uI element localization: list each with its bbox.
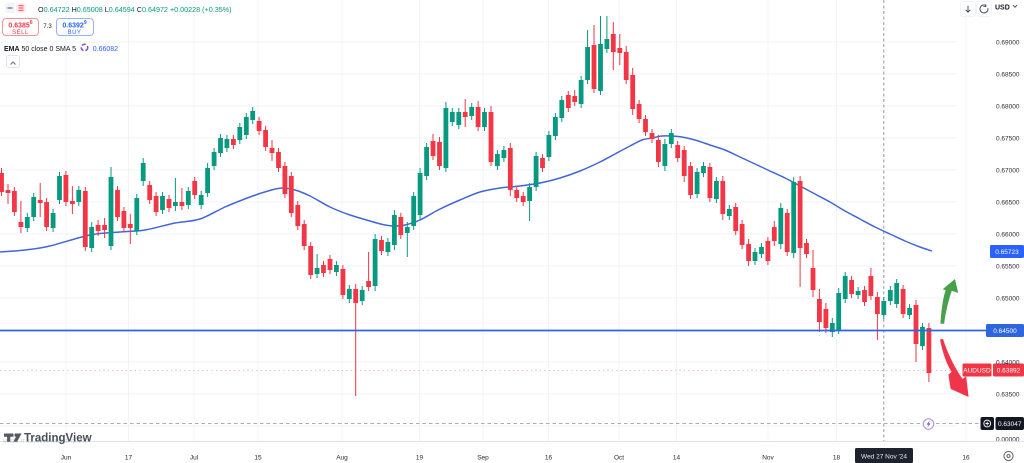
svg-text:14: 14 [673,455,681,462]
svg-text:0.63892: 0.63892 [997,368,1021,375]
svg-text:0.64500: 0.64500 [993,328,1017,335]
svg-text:16: 16 [545,455,553,462]
svg-text:Sep: Sep [477,455,489,462]
svg-text:0.66500: 0.66500 [996,200,1020,207]
svg-text:0.63500: 0.63500 [996,392,1020,399]
svg-text:0.65723: 0.65723 [995,249,1019,256]
svg-text:15: 15 [254,455,262,462]
svg-text:Wed 27 Nov ′24: Wed 27 Nov ′24 [861,454,907,461]
svg-text:0.00000: 0.00000 [996,437,1020,444]
svg-text:0.64000: 0.64000 [996,360,1020,367]
svg-text:Jun: Jun [61,455,72,462]
svg-text:0.68000: 0.68000 [996,104,1020,111]
svg-text:0.68500: 0.68500 [996,72,1020,79]
svg-text:0.63047: 0.63047 [998,421,1022,428]
svg-text:Aug: Aug [336,455,348,462]
svg-text:0.66000: 0.66000 [996,232,1020,239]
svg-text:0.69000: 0.69000 [996,40,1020,47]
svg-text:Jul: Jul [190,455,199,462]
svg-text:0.65500: 0.65500 [996,264,1020,271]
svg-text:AUDUSD: AUDUSD [963,368,991,375]
svg-text:16: 16 [962,455,970,462]
svg-text:17: 17 [125,455,133,462]
svg-text:0.65000: 0.65000 [996,296,1020,303]
svg-text:0.67000: 0.67000 [996,168,1020,175]
svg-text:Oct: Oct [614,455,624,462]
svg-text:19: 19 [416,455,424,462]
svg-text:MADE IT 12 AN EXAMPLE CHART: MADE IT 12 AN EXAMPLE CHART [3,439,90,445]
svg-text:0.67500: 0.67500 [996,136,1020,143]
svg-text:Nov: Nov [762,455,774,462]
svg-text:18: 18 [833,455,841,462]
svg-text:TradingView: TradingView [24,433,92,445]
